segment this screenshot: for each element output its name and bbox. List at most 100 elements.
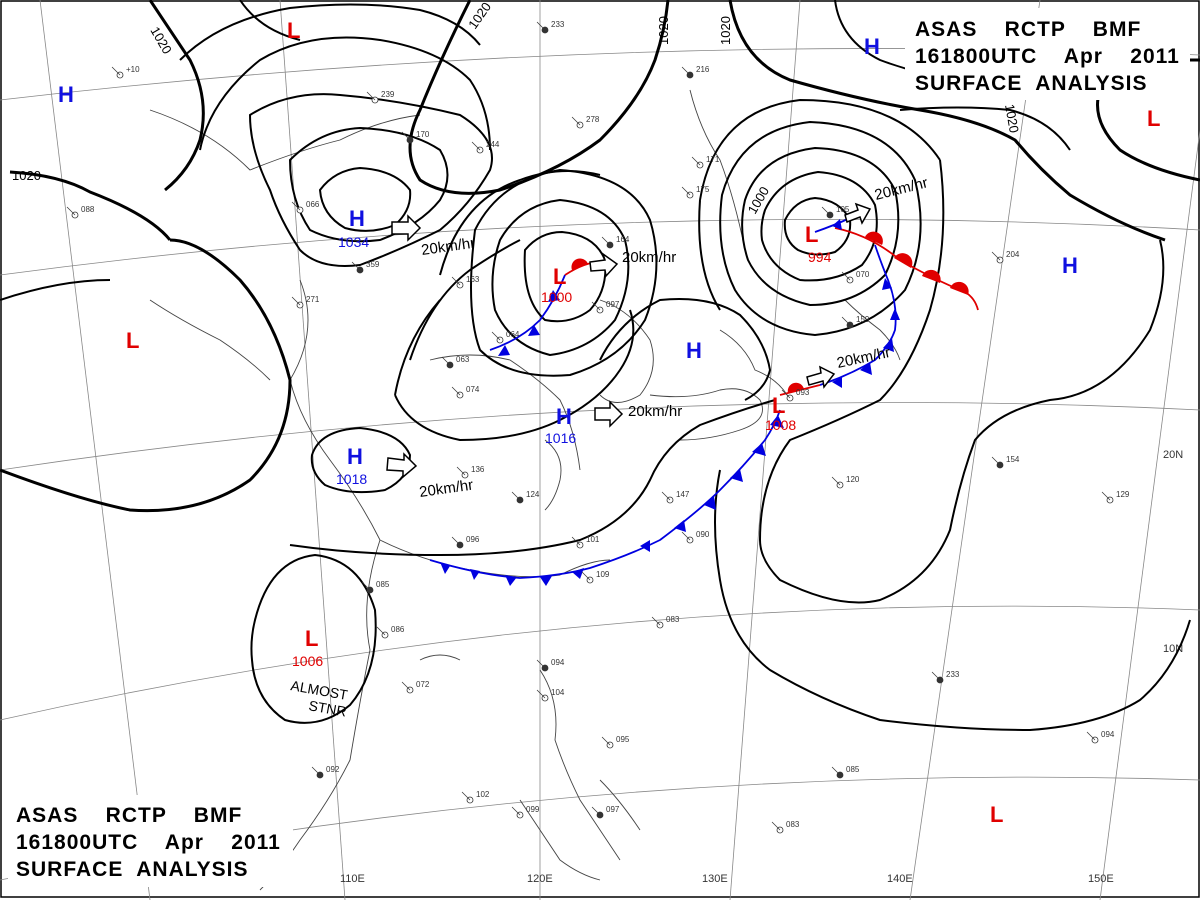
high-center-letter: H — [347, 444, 363, 469]
isobar — [719, 120, 922, 337]
wind-barb — [376, 626, 386, 636]
wind-barb — [841, 316, 851, 326]
wind-barb — [841, 271, 851, 281]
lon-label-130e: 130E — [702, 873, 728, 885]
isobar-1020 — [408, 0, 670, 195]
station-value: 147 — [676, 490, 690, 499]
wind-barb — [571, 116, 581, 126]
wind-barb — [571, 536, 581, 546]
wind-barb — [991, 456, 1001, 466]
isobar-1020 — [728, 0, 1166, 242]
station-value: +10 — [126, 65, 140, 74]
wind-barb — [401, 131, 411, 141]
station-value: 171 — [706, 155, 720, 164]
station-value: 170 — [416, 130, 430, 139]
station-value: 278 — [586, 115, 600, 124]
motion-arrow-icon — [589, 252, 619, 278]
isobar — [248, 93, 493, 267]
wind-barb — [111, 66, 121, 76]
wind-barb — [291, 296, 301, 306]
isobar-label: 1020 — [12, 168, 41, 183]
header-line-3: SURFACE ANALYSIS — [915, 72, 1148, 95]
cold-front-barb — [548, 290, 560, 302]
cold-front-barb — [470, 569, 480, 580]
wind-barb — [451, 536, 461, 546]
isobar — [409, 239, 521, 361]
coast-line — [429, 354, 581, 471]
isobar-label: 1020 — [718, 16, 733, 45]
wind-barb — [1101, 491, 1111, 501]
isobar — [759, 239, 1165, 604]
parallel-line — [0, 605, 1200, 721]
low-center-letter: L — [805, 222, 818, 247]
wind-barb — [536, 689, 546, 699]
wind-barb — [681, 531, 691, 541]
header-line-2: 161800UTC Apr 2011 — [915, 45, 1180, 68]
station-value: 129 — [1116, 490, 1130, 499]
footer-line-2: 161800UTC Apr 2011 — [16, 831, 281, 854]
warm-front-bump — [950, 281, 969, 295]
cold-front-barb — [883, 338, 894, 352]
isobar-label: 1020 — [1002, 103, 1022, 134]
isobar — [699, 98, 941, 201]
cold-front-line — [429, 409, 781, 579]
wind-barb — [591, 806, 601, 816]
station-value: 063 — [456, 355, 470, 364]
isobar — [714, 469, 1191, 732]
cold-front-barb — [540, 576, 552, 586]
isobar — [759, 159, 945, 541]
cold-front-barb — [882, 278, 892, 290]
meridian-line — [279, 0, 346, 900]
wind-barb — [401, 681, 411, 691]
isobar — [599, 298, 772, 401]
station-value: 088 — [81, 205, 95, 214]
station-value: 085 — [376, 580, 390, 589]
wind-barb — [781, 389, 791, 399]
coast-line — [519, 799, 601, 881]
cold-front-barb — [860, 362, 872, 375]
high-center-letter: H — [864, 34, 880, 59]
motion-speed-label: 20km/hr — [622, 249, 676, 266]
coast-line — [599, 299, 654, 403]
coast-line — [649, 388, 763, 441]
wind-barb — [691, 156, 701, 166]
low-center-letter: L — [126, 328, 139, 353]
station-value: 097 — [606, 805, 620, 814]
warm-front-bump — [787, 382, 804, 393]
station-value: 102 — [476, 790, 490, 799]
isobar — [783, 196, 852, 256]
station-value: 093 — [796, 388, 810, 397]
wind-barb — [451, 386, 461, 396]
high-center-letter: H — [1062, 253, 1078, 278]
station-value: 105 — [836, 205, 850, 214]
wind-barb — [931, 671, 941, 681]
coast-line — [689, 89, 746, 251]
cold-front-barb — [770, 415, 784, 428]
isobar — [523, 230, 607, 323]
high-center-letter: H — [349, 206, 365, 231]
cold-front-barb — [704, 496, 716, 510]
lon-label-140e: 140E — [887, 873, 913, 885]
wind-barb — [511, 806, 521, 816]
wind-barb — [66, 206, 76, 216]
meridian-line — [729, 0, 801, 900]
station-value: 070 — [856, 270, 870, 279]
wind-barb — [681, 66, 691, 76]
station-value: 233 — [946, 670, 960, 679]
meridian-line — [909, 0, 1041, 900]
coast-line — [844, 299, 901, 361]
lon-label-120e: 120E — [527, 873, 553, 885]
station-value: 175 — [696, 185, 710, 194]
station-value: 096 — [466, 535, 480, 544]
station-value: 094 — [551, 658, 565, 667]
warm-front-bump — [894, 253, 913, 268]
coast-line — [599, 779, 641, 831]
isobar — [289, 399, 776, 557]
isobar — [899, 106, 1071, 151]
motion-arrow-icon — [844, 202, 872, 225]
wind-barb — [831, 766, 841, 776]
station-value: 074 — [466, 385, 480, 394]
motion-arrow-icon — [594, 400, 624, 428]
